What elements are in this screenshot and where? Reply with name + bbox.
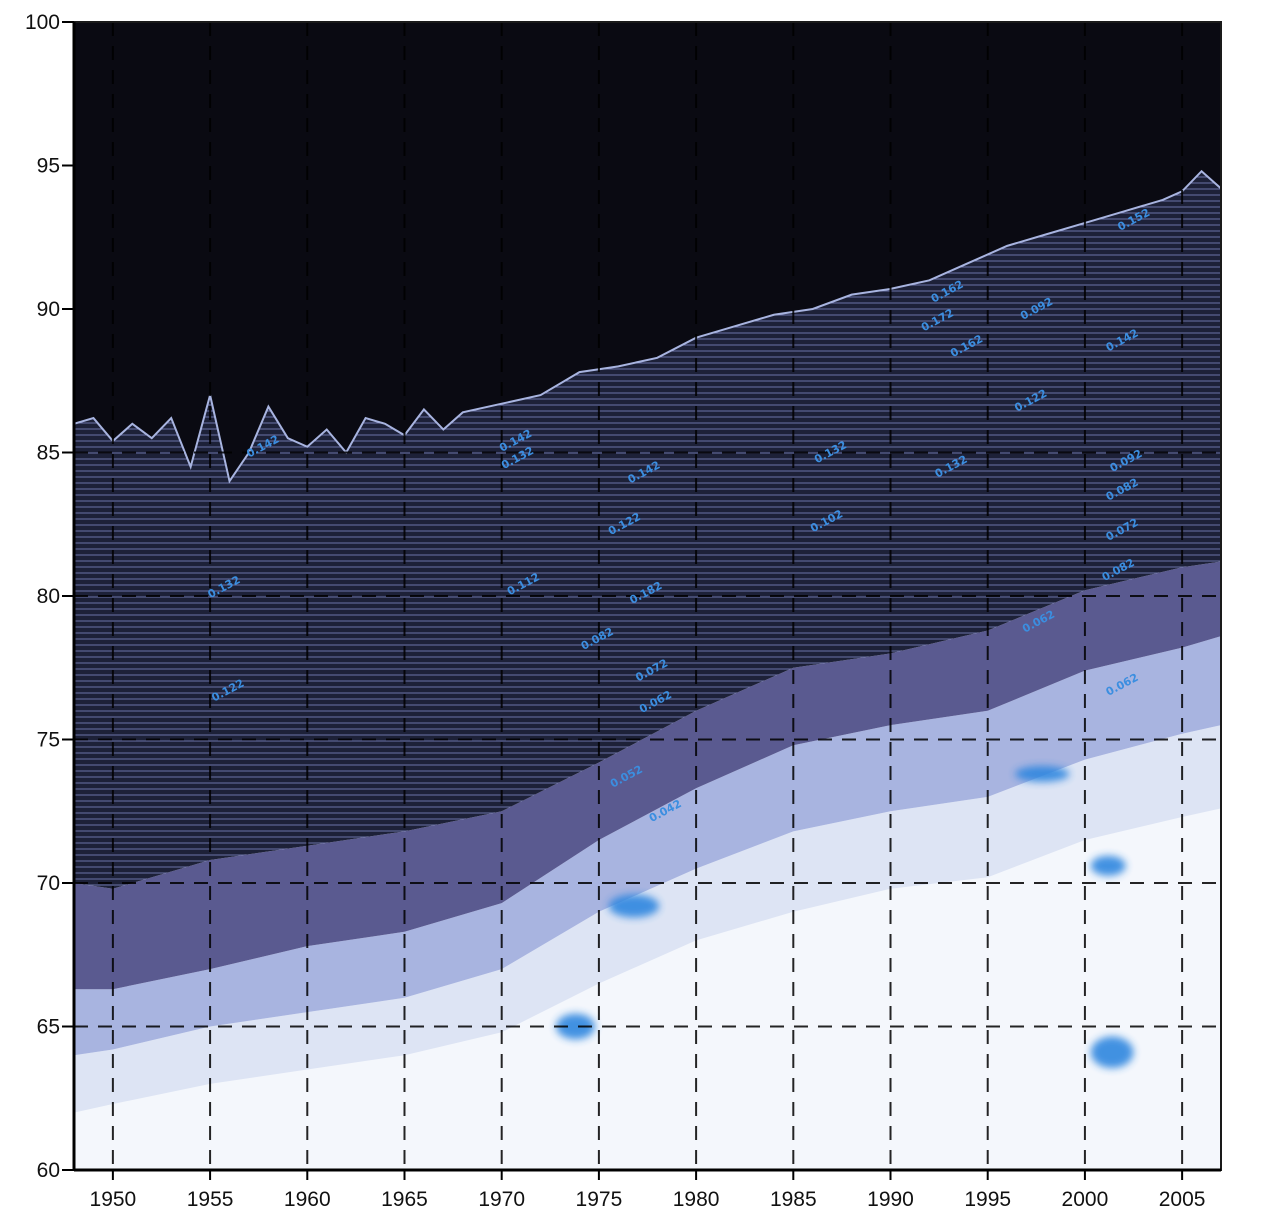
y-tick-label: 70 — [37, 872, 60, 895]
x-tick-label: 1955 — [187, 1188, 234, 1211]
upper-dark-region — [74, 22, 1221, 482]
axes: 60 65 70 75 80 85 90 95 100 1950 1955 1960 1965 1970 1… — [25, 11, 1222, 1211]
x-tick-label: 1965 — [381, 1188, 428, 1211]
y-tick-label: 100 — [25, 11, 60, 34]
x-tick-label: 1980 — [673, 1188, 720, 1211]
y-tick-label: 65 — [37, 1016, 60, 1039]
hotspot-blob-3 — [1090, 855, 1126, 876]
y-tick-label: 75 — [37, 729, 60, 752]
plot-area — [74, 22, 1221, 1170]
hotspot-blob-2 — [1014, 766, 1070, 782]
x-tick-label: 1970 — [478, 1188, 525, 1211]
band-purple — [74, 561, 1221, 990]
x-tick-label: 1950 — [90, 1188, 137, 1211]
y-tick-label: 90 — [37, 298, 60, 321]
y-tick-label: 60 — [37, 1159, 60, 1182]
band-light — [74, 636, 1221, 1056]
x-tick-label: 1975 — [576, 1188, 623, 1211]
y-tick-label: 95 — [37, 155, 60, 178]
x-tick-label: 2005 — [1159, 1188, 1206, 1211]
hotspot-blob-4 — [1090, 1036, 1134, 1069]
band-lightest — [74, 725, 1221, 1113]
x-tick-label: 1990 — [867, 1188, 914, 1211]
contour-region — [74, 171, 1221, 889]
x-tick-label: 1985 — [770, 1188, 817, 1211]
x-tick-label: 2000 — [1062, 1188, 1109, 1211]
x-tick-label: 1995 — [964, 1188, 1011, 1211]
hotspot-blob-1 — [608, 894, 660, 918]
hotspot-blob-0 — [556, 1013, 596, 1040]
x-tick-label: 1960 — [284, 1188, 331, 1211]
surface-outline — [74, 169, 1221, 484]
y-tick-label: 85 — [37, 442, 60, 465]
y-tick-label: 80 — [37, 585, 60, 608]
